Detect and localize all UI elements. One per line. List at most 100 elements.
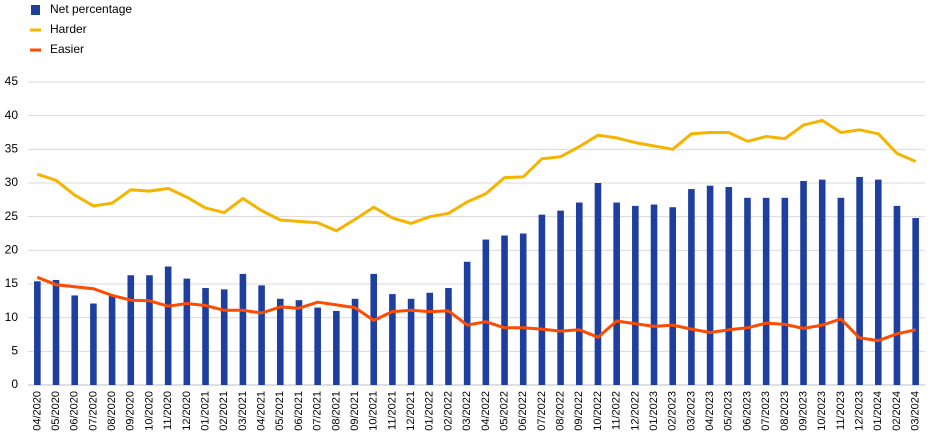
x-tick-label: 01/2023 <box>648 391 660 431</box>
x-tick-label: 10/2022 <box>592 391 604 431</box>
x-tick-label: 09/2021 <box>349 391 361 431</box>
bar <box>108 295 116 385</box>
y-tick-label: 10 <box>5 310 19 324</box>
x-tick-label: 07/2022 <box>536 391 548 431</box>
x-tick-label: 05/2020 <box>50 391 62 431</box>
bar <box>183 278 191 385</box>
bar <box>632 205 639 385</box>
bar <box>314 307 321 385</box>
bar <box>538 214 546 385</box>
bar <box>575 202 583 385</box>
x-tick-label: 05/2022 <box>498 391 510 431</box>
bar <box>34 281 41 385</box>
bar <box>52 279 60 385</box>
bar <box>818 179 826 385</box>
bar <box>762 197 770 385</box>
bar <box>613 202 620 385</box>
x-tick-label: 09/2022 <box>573 391 585 431</box>
bar <box>594 183 602 385</box>
bar <box>202 288 209 385</box>
x-tick-label: 02/2021 <box>218 391 230 431</box>
bar <box>258 285 265 385</box>
bar <box>744 197 751 385</box>
legend-swatch <box>31 5 40 15</box>
x-tick-label: 02/2024 <box>891 391 903 431</box>
x-tick-label: 01/2024 <box>872 391 884 431</box>
bar <box>370 273 378 385</box>
x-tick-label: 09/2023 <box>797 391 809 431</box>
x-tick-label: 11/2021 <box>386 391 398 430</box>
bar <box>407 298 415 385</box>
bar <box>856 176 863 385</box>
x-tick-label: 04/2023 <box>704 391 716 431</box>
bar <box>893 205 901 385</box>
x-tick-label: 05/2021 <box>274 391 286 431</box>
x-tick-label: 11/2022 <box>611 391 623 430</box>
bar <box>501 235 508 385</box>
x-tick-label: 03/2022 <box>461 391 473 431</box>
x-tick-label: 04/2020 <box>31 391 43 431</box>
legend-label: Net percentage <box>50 2 132 16</box>
line <box>36 275 917 343</box>
x-tick-label: 09/2020 <box>125 391 137 431</box>
x-tick-label: 05/2023 <box>723 391 735 431</box>
bar <box>837 197 845 385</box>
y-tick-label: 0 <box>11 377 18 391</box>
bar <box>426 292 434 385</box>
x-tick-label: 12/2022 <box>629 391 641 431</box>
bar <box>333 310 340 385</box>
bar <box>164 266 172 385</box>
x-tick-label: 10/2023 <box>816 391 828 431</box>
bar <box>71 295 79 385</box>
legend-label: Harder <box>50 22 87 36</box>
bar <box>351 298 359 385</box>
x-tick-label: 02/2023 <box>667 391 679 431</box>
y-tick-label: 45 <box>5 74 19 88</box>
bar <box>276 298 284 385</box>
x-tick-label: 03/2021 <box>237 391 249 431</box>
x-tick-label: 08/2020 <box>106 391 118 431</box>
x-tick-label: 06/2023 <box>741 391 753 431</box>
bar <box>706 185 714 385</box>
bar <box>725 187 733 385</box>
x-tick-label: 06/2020 <box>69 391 81 431</box>
bar <box>146 275 153 385</box>
y-tick-label: 35 <box>5 142 19 156</box>
bar <box>482 239 490 385</box>
bar <box>90 303 97 385</box>
y-tick-label: 25 <box>5 209 19 223</box>
bar <box>800 180 807 385</box>
bar <box>295 300 303 385</box>
y-tick-label: 30 <box>5 175 19 189</box>
x-tick-label: 02/2022 <box>442 391 454 431</box>
x-tick-label: 04/2022 <box>480 391 492 431</box>
x-tick-label: 12/2021 <box>405 391 417 431</box>
bar <box>874 179 882 385</box>
bar <box>127 275 135 385</box>
x-tick-label: 07/2023 <box>760 391 772 431</box>
x-tick-label: 10/2020 <box>143 391 155 431</box>
bar <box>519 233 527 385</box>
y-tick-label: 15 <box>5 276 19 290</box>
x-tick-label: 08/2023 <box>779 391 791 431</box>
line <box>36 118 917 233</box>
x-tick-label: 11/2023 <box>835 391 847 430</box>
bar <box>239 273 247 385</box>
bar <box>912 218 919 385</box>
x-tick-label: 12/2023 <box>854 391 866 431</box>
y-tick-label: 40 <box>5 108 19 122</box>
x-tick-label: 08/2021 <box>330 391 342 431</box>
bar <box>688 189 695 385</box>
y-tick-label: 20 <box>5 243 19 257</box>
x-tick-label: 03/2023 <box>685 391 697 431</box>
y-tick-label: 5 <box>11 344 18 358</box>
x-tick-label: 01/2021 <box>199 391 211 431</box>
bar <box>650 204 658 385</box>
bar <box>557 210 564 385</box>
x-tick-label: 03/2024 <box>910 391 922 431</box>
x-tick-label: 01/2022 <box>424 391 436 431</box>
x-tick-label: 10/2021 <box>368 391 380 431</box>
bar <box>445 288 452 385</box>
bar <box>220 289 228 385</box>
